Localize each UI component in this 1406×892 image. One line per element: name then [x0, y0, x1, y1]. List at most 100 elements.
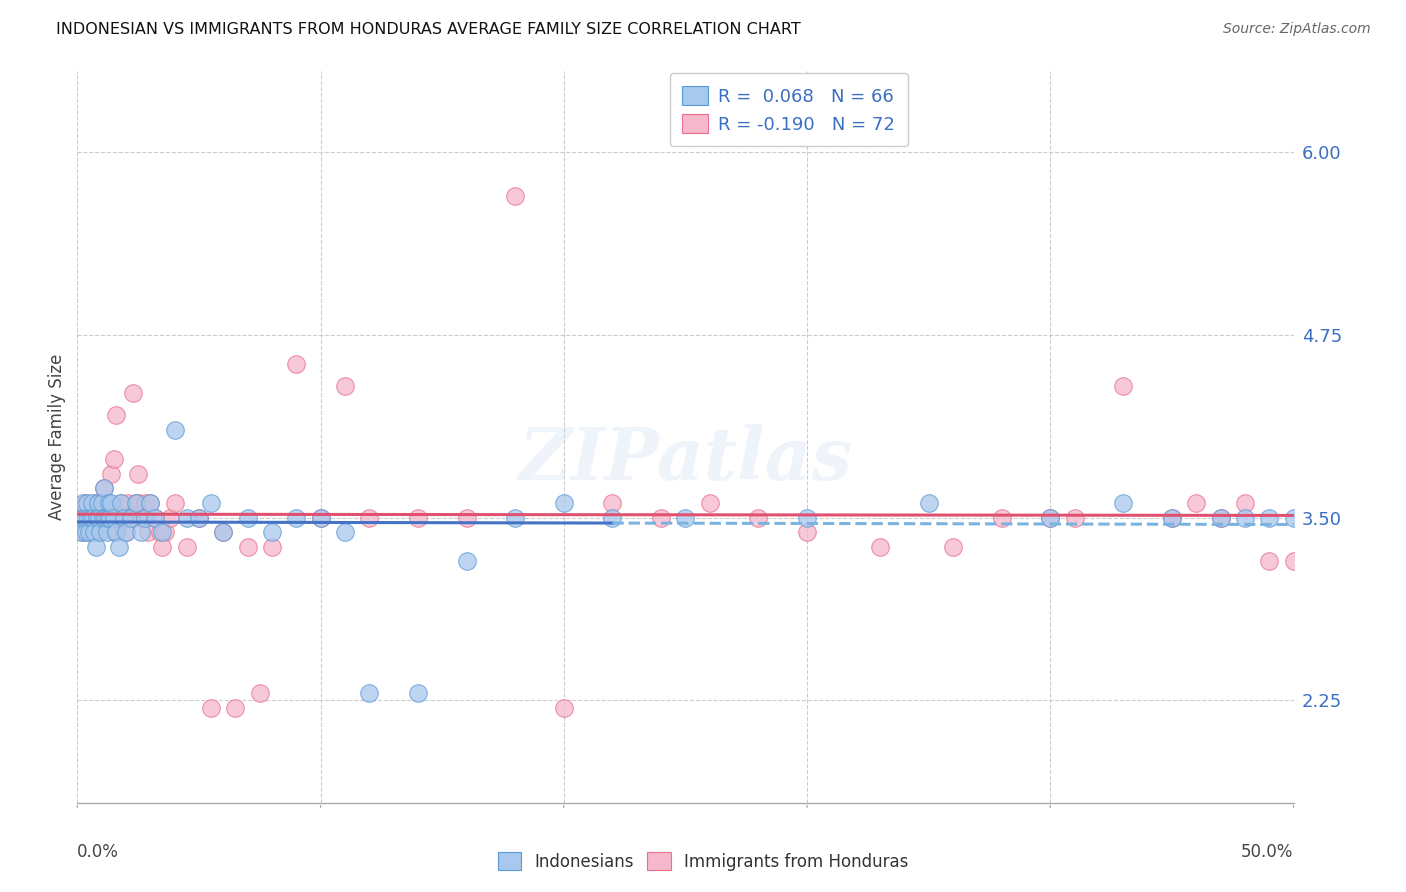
Point	[103, 510, 125, 524]
Point	[70, 510, 93, 524]
Point	[117, 496, 139, 510]
Point	[105, 525, 128, 540]
Point	[1233, 496, 1256, 510]
Point	[942, 540, 965, 554]
Point	[79, 525, 101, 540]
Point	[1282, 510, 1305, 524]
Point	[115, 525, 138, 540]
Point	[456, 510, 478, 524]
Point	[159, 510, 181, 524]
Point	[152, 525, 174, 540]
Point	[83, 525, 105, 540]
Legend: Indonesians, Immigrants from Honduras: Indonesians, Immigrants from Honduras	[489, 844, 917, 880]
Point	[699, 496, 721, 510]
Point	[134, 510, 156, 524]
Text: ZIPatlas: ZIPatlas	[519, 424, 852, 494]
Point	[97, 496, 120, 510]
Point	[96, 496, 118, 510]
Point	[98, 510, 121, 524]
Point	[72, 496, 94, 510]
Y-axis label: Average Family Size: Average Family Size	[48, 354, 66, 520]
Point	[76, 510, 98, 524]
Point	[127, 467, 149, 481]
Point	[86, 510, 108, 524]
Point	[1161, 510, 1184, 524]
Point	[79, 525, 101, 540]
Point	[149, 525, 172, 540]
Point	[553, 496, 575, 510]
Point	[1039, 510, 1062, 524]
Point	[134, 496, 156, 510]
Point	[503, 510, 526, 524]
Point	[83, 496, 105, 510]
Point	[1039, 510, 1062, 524]
Point	[93, 481, 115, 495]
Point	[100, 467, 122, 481]
Point	[97, 510, 120, 524]
Point	[212, 525, 235, 540]
Point	[70, 525, 93, 540]
Point	[1233, 510, 1256, 524]
Point	[1063, 510, 1085, 524]
Point	[333, 379, 356, 393]
Point	[82, 510, 104, 524]
Point	[89, 525, 111, 540]
Point	[359, 686, 381, 700]
Point	[103, 452, 125, 467]
Point	[107, 540, 129, 554]
Point	[260, 525, 283, 540]
Point	[990, 510, 1012, 524]
Point	[73, 510, 96, 524]
Point	[200, 700, 222, 714]
Point	[97, 510, 120, 524]
Point	[122, 386, 145, 401]
Point	[163, 423, 186, 437]
Point	[224, 700, 246, 714]
Point	[103, 525, 125, 540]
Point	[249, 686, 271, 700]
Point	[333, 525, 356, 540]
Point	[91, 510, 114, 524]
Point	[602, 496, 624, 510]
Point	[176, 540, 198, 554]
Point	[176, 510, 198, 524]
Point	[132, 510, 155, 524]
Point	[236, 510, 259, 524]
Point	[80, 510, 103, 524]
Point	[87, 496, 110, 510]
Point	[285, 357, 308, 371]
Point	[69, 510, 91, 524]
Point	[406, 510, 429, 524]
Point	[127, 496, 149, 510]
Text: Source: ZipAtlas.com: Source: ZipAtlas.com	[1223, 22, 1371, 37]
Point	[1258, 554, 1281, 568]
Point	[105, 408, 128, 422]
Point	[125, 496, 148, 510]
Point	[90, 496, 112, 510]
Point	[84, 540, 107, 554]
Point	[1209, 510, 1232, 524]
Point	[153, 525, 176, 540]
Point	[129, 510, 152, 524]
Point	[93, 481, 115, 495]
Point	[796, 510, 818, 524]
Point	[96, 525, 118, 540]
Point	[152, 540, 174, 554]
Point	[107, 510, 129, 524]
Point	[456, 554, 478, 568]
Point	[1258, 510, 1281, 524]
Point	[129, 525, 152, 540]
Point	[260, 540, 283, 554]
Point	[1209, 510, 1232, 524]
Point	[650, 510, 672, 524]
Point	[143, 510, 166, 524]
Point	[136, 525, 159, 540]
Point	[89, 510, 111, 524]
Point	[869, 540, 891, 554]
Point	[80, 496, 103, 510]
Point	[918, 496, 941, 510]
Point	[69, 510, 91, 524]
Point	[188, 510, 211, 524]
Point	[75, 525, 97, 540]
Point	[212, 525, 235, 540]
